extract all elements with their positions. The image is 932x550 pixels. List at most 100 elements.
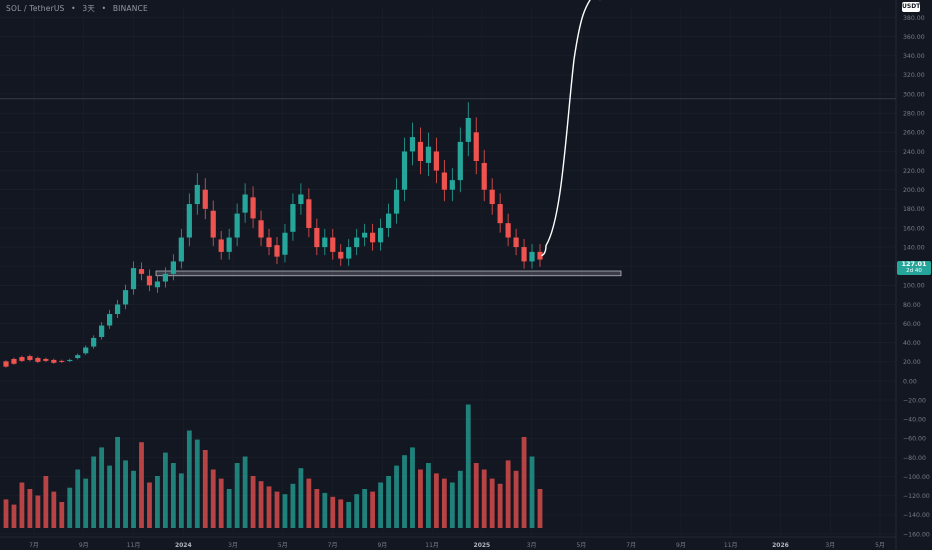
- candle-body: [449, 180, 455, 190]
- volume-bar: [378, 482, 383, 528]
- volume-bar: [354, 494, 360, 528]
- support-zone-layer[interactable]: [155, 270, 622, 277]
- candle-body: [513, 237, 519, 248]
- candle-body: [218, 239, 224, 252]
- candle-body: [306, 199, 312, 228]
- volume-bar: [306, 478, 312, 528]
- price-tick-label: −100.00: [903, 474, 930, 481]
- candle-body: [178, 237, 184, 262]
- price-tick-label: 300.00: [903, 91, 925, 98]
- volume-bar: [67, 487, 73, 528]
- price-tick-label: 160.00: [903, 225, 925, 232]
- annotation-layer[interactable]: [541, 0, 601, 257]
- separator-dot: •: [71, 4, 76, 13]
- symbol-header[interactable]: SOL / TetherUS • 3天 • BINANCE: [6, 3, 152, 14]
- candle-body: [99, 325, 105, 337]
- volume-bar: [338, 499, 344, 528]
- candle-body: [393, 189, 400, 214]
- volume-bar: [465, 404, 471, 528]
- candle-body: [282, 232, 288, 255]
- candle-body: [322, 237, 328, 248]
- volume-bar: [115, 437, 120, 528]
- price-tick-label: −40.00: [903, 417, 926, 424]
- candle-body: [370, 232, 376, 243]
- price-tick-label: −20.00: [903, 397, 926, 404]
- price-tick-label: 60.00: [903, 321, 921, 328]
- time-tick-label: 5月: [875, 542, 885, 549]
- candle-body: [194, 184, 200, 205]
- volume-bar: [107, 465, 113, 528]
- separator-dot: •: [101, 4, 107, 13]
- symbol-interval[interactable]: 3天: [82, 4, 95, 13]
- candle-body: [3, 361, 9, 367]
- volume-bar: [282, 494, 288, 528]
- volume-bar: [99, 447, 105, 528]
- candle-body: [346, 247, 352, 259]
- candle-body: [401, 151, 408, 190]
- candle-body: [11, 358, 17, 364]
- currency-badge[interactable]: USDT: [902, 2, 921, 12]
- candle-body: [314, 227, 320, 248]
- volume-bar: [186, 430, 192, 528]
- candle-body: [107, 314, 113, 326]
- volume-bar: [330, 496, 336, 528]
- volume-bar: [11, 504, 17, 528]
- volume-bar: [226, 489, 232, 528]
- price-tick-label: 140.00: [903, 244, 925, 251]
- price-tick-label: 100.00: [903, 283, 925, 290]
- volume-bar: [497, 483, 503, 528]
- time-axis[interactable]: 7月 9月 11月 2024 3月 5月 7月 9月 11月 2025 3月 5月 7月 9月 11月 202…: [0, 536, 896, 549]
- volume-bar: [242, 456, 248, 528]
- candle-body: [441, 172, 447, 190]
- volume-bar: [35, 495, 41, 528]
- candle-body: [385, 213, 392, 228]
- symbol-pair[interactable]: SOL / TetherUS: [6, 4, 65, 13]
- candle-body: [505, 223, 511, 238]
- volume-bar: [75, 469, 81, 528]
- candle-body: [154, 281, 161, 288]
- candle-body: [362, 232, 368, 238]
- candle-body: [83, 347, 89, 354]
- candle-body: [43, 358, 49, 361]
- volume-bar: [170, 463, 176, 528]
- candle-body: [202, 189, 208, 209]
- volume-bar: [202, 450, 208, 528]
- volume-bar: [274, 491, 280, 528]
- candle-body: [338, 251, 344, 259]
- volume-bar: [394, 465, 399, 528]
- volume-bar: [290, 483, 296, 528]
- price-tick-label: 240.00: [903, 149, 925, 156]
- volume-bar: [51, 491, 57, 528]
- candle-body: [465, 117, 471, 142]
- candle-body: [521, 247, 527, 262]
- candle-body: [27, 356, 33, 360]
- price-tick-label: −80.00: [903, 455, 926, 462]
- price-tick-label: −120.00: [903, 493, 930, 500]
- candle-body: [481, 162, 487, 190]
- price-tick-label: 0.00: [903, 378, 917, 385]
- volume-bar: [426, 463, 431, 528]
- candle-body: [226, 237, 232, 252]
- time-tick-label: 5月: [576, 542, 586, 549]
- time-tick-label: 5月: [278, 542, 288, 549]
- candle-body: [162, 273, 169, 282]
- time-tick-label: 3月: [228, 542, 238, 549]
- price-tick-label: −60.00: [903, 436, 926, 443]
- volume-bar: [473, 463, 479, 528]
- price-axis[interactable]: 380.00 360.00 340.00 320.00 300.00 280.00 260.…: [895, 0, 930, 550]
- candle-body: [266, 237, 272, 248]
- time-tick-label: 2026: [772, 542, 789, 549]
- time-tick-label: 7月: [626, 542, 636, 549]
- time-tick-label: 9月: [676, 542, 686, 549]
- candle-body: [258, 220, 264, 238]
- volume-bar: [194, 439, 200, 528]
- time-tick-label: 11月: [127, 542, 141, 549]
- last-price-value: 127.01: [901, 260, 927, 268]
- price-tick-label: 20.00: [903, 359, 921, 366]
- price-tick-label: 340.00: [903, 53, 925, 60]
- candle-body: [122, 290, 129, 305]
- candle-body: [170, 261, 176, 274]
- time-tick-label: 7月: [328, 542, 338, 549]
- volume-bar: [91, 456, 97, 528]
